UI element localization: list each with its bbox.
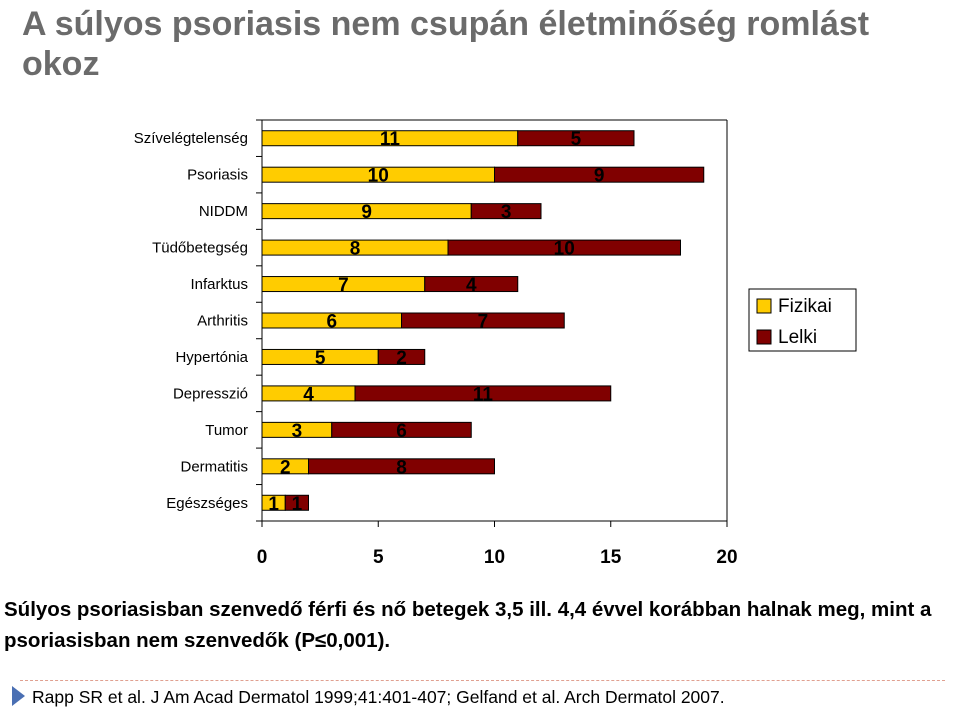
data-label-lelki: 3 [501, 202, 512, 223]
footer-divider [20, 680, 945, 681]
category-label: Hypertónia [175, 349, 248, 366]
data-label-fizikai: 5 [315, 348, 326, 369]
data-label-fizikai: 11 [380, 129, 401, 150]
category-label: Szívelégtelenség [134, 130, 248, 147]
x-tick-label: 15 [600, 547, 622, 568]
legend-label: Fizikai [778, 296, 832, 317]
data-label-fizikai: 1 [268, 494, 279, 515]
category-label: NIDDM [199, 203, 248, 220]
x-tick-label: 10 [484, 547, 505, 568]
data-label-fizikai: 8 [350, 239, 361, 260]
data-label-lelki: 7 [478, 312, 489, 333]
data-label-lelki: 11 [473, 384, 494, 405]
data-label-lelki: 9 [594, 166, 605, 187]
data-label-fizikai: 6 [326, 312, 337, 333]
bar-lelki [401, 312, 565, 329]
category-label: Dermatitis [180, 458, 248, 475]
bar-lelki [470, 203, 542, 220]
chart-bars [261, 130, 705, 511]
legend-swatch [756, 329, 772, 345]
bar-lelki [377, 348, 426, 365]
legend-label: Lelki [778, 327, 817, 348]
bar-lelki [494, 166, 705, 183]
category-label: Tüdőbetegség [152, 240, 248, 257]
data-label-lelki: 10 [554, 239, 575, 260]
data-label-lelki: 5 [571, 129, 582, 150]
x-tick-label: 20 [716, 547, 737, 568]
data-label-fizikai: 2 [280, 457, 291, 478]
category-label: Psoriasis [187, 167, 248, 184]
caption-text: Súlyos psoriasisban szenvedő férfi és nő… [4, 598, 932, 652]
data-label-fizikai: 4 [303, 384, 314, 405]
category-label: Infarktus [190, 276, 248, 293]
category-label: Tumor [205, 422, 248, 439]
bar-lelki [424, 276, 519, 293]
bar-lelki [447, 239, 681, 256]
data-label-fizikai: 3 [292, 421, 303, 442]
x-tick-label: 5 [373, 547, 384, 568]
bar-lelki [308, 458, 495, 475]
bar-lelki [331, 421, 472, 438]
data-label-fizikai: 10 [368, 166, 389, 187]
bar-lelki [517, 130, 635, 147]
x-tick-label: 0 [257, 547, 268, 568]
data-label-lelki: 6 [396, 421, 407, 442]
data-label-lelki: 8 [396, 457, 407, 478]
reference-text: Rapp SR et al. J Am Acad Dermatol 1999;4… [32, 687, 725, 707]
data-label-lelki: 1 [292, 494, 303, 515]
bar-lelki [354, 385, 612, 402]
data-label-fizikai: 7 [338, 275, 349, 296]
category-label: Arthritis [197, 313, 248, 330]
legend-swatch [756, 298, 772, 314]
category-label: Depresszió [173, 385, 248, 402]
arrow-bullet-icon [12, 686, 25, 706]
data-label-fizikai: 9 [361, 202, 372, 223]
data-label-lelki: 4 [466, 275, 477, 296]
page-title: A súlyos psoriasis nem csupán életminősé… [22, 5, 870, 83]
data-label-lelki: 2 [396, 348, 407, 369]
category-label: Egészséges [166, 495, 248, 512]
chart-legend: Fizikai Lelki [748, 288, 857, 352]
bar-lelki [284, 494, 309, 511]
